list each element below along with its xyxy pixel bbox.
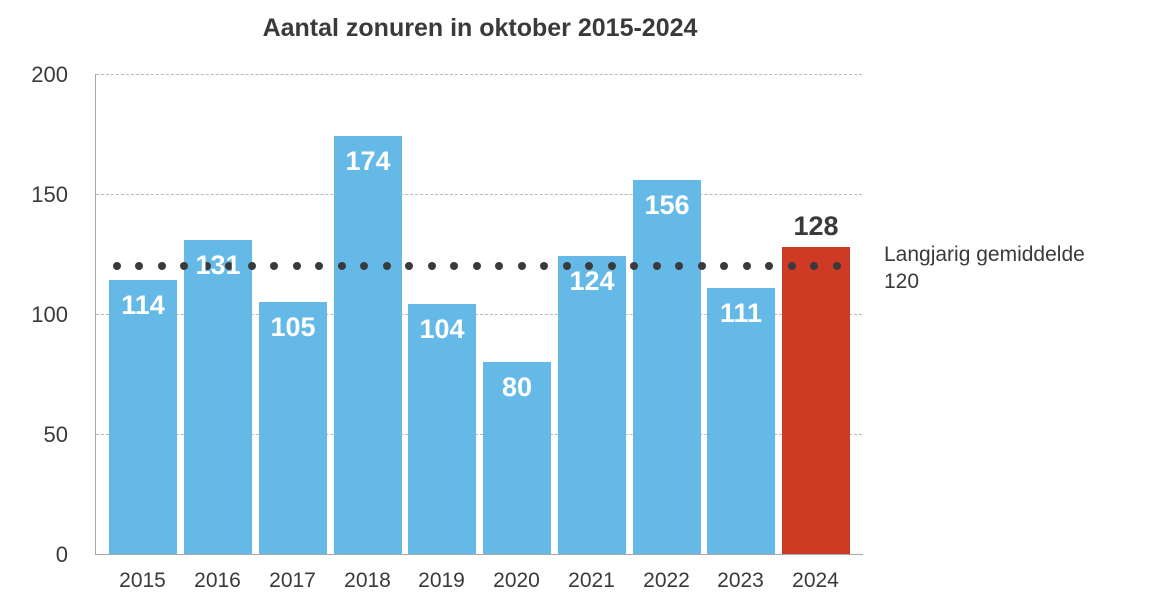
avg-dot xyxy=(540,262,548,270)
x-label-2016: 2016 xyxy=(194,569,241,592)
gridline-100 xyxy=(96,314,862,315)
avg-dot xyxy=(495,262,503,270)
avg-dot xyxy=(360,262,368,270)
x-label-2020: 2020 xyxy=(493,569,540,592)
average-annotation: Langjarig gemiddelde 120 xyxy=(884,241,1085,295)
value-label-2022: 156 xyxy=(644,190,690,220)
avg-dot xyxy=(383,262,391,270)
average-label-value: 120 xyxy=(884,270,920,293)
bar-2021 xyxy=(558,256,626,554)
value-label-2019: 104 xyxy=(419,314,465,344)
y-tick-150: 150 xyxy=(31,182,68,207)
x-label-2024: 2024 xyxy=(792,569,839,592)
x-axis-line xyxy=(95,554,863,555)
x-label-2017: 2017 xyxy=(269,569,316,592)
x-label-2022: 2022 xyxy=(643,569,690,592)
x-label-2023: 2023 xyxy=(717,569,764,592)
avg-dot xyxy=(833,262,841,270)
avg-dot xyxy=(743,262,751,270)
avg-dot xyxy=(653,262,661,270)
avg-dot xyxy=(113,262,121,270)
bar-2020 xyxy=(483,362,551,554)
avg-dot xyxy=(270,262,278,270)
avg-dot xyxy=(585,262,593,270)
y-tick-50: 50 xyxy=(43,422,68,447)
avg-dot xyxy=(698,262,706,270)
gridline-150 xyxy=(96,194,862,195)
avg-dot xyxy=(338,262,346,270)
value-label-2024: 128 xyxy=(793,211,839,241)
avg-dot xyxy=(158,262,166,270)
average-label-text: Langjarig gemiddelde xyxy=(884,243,1085,266)
avg-dot xyxy=(675,262,683,270)
avg-dot xyxy=(225,262,233,270)
value-label-2023: 111 xyxy=(719,298,763,328)
y-tick-200: 200 xyxy=(31,62,68,87)
avg-dot xyxy=(630,262,638,270)
avg-dot xyxy=(788,262,796,270)
bar-2019 xyxy=(408,304,476,554)
avg-dot xyxy=(248,262,256,270)
avg-dot xyxy=(608,262,616,270)
gridline-50 xyxy=(96,434,862,435)
bar-2022 xyxy=(633,180,701,554)
x-label-2018: 2018 xyxy=(344,569,391,592)
bar-2017 xyxy=(259,302,327,554)
chart-title: Aantal zonuren in oktober 2015-2024 xyxy=(262,14,698,42)
x-label-2019: 2019 xyxy=(418,569,465,592)
avg-dot xyxy=(810,262,818,270)
y-tick-100: 100 xyxy=(31,302,68,327)
avg-dot xyxy=(135,262,143,270)
avg-dot xyxy=(293,262,301,270)
value-label-2016: 131 xyxy=(195,250,241,280)
x-label-2015: 2015 xyxy=(119,569,166,592)
avg-dot xyxy=(405,262,413,270)
avg-dot xyxy=(450,262,458,270)
value-label-2018: 174 xyxy=(345,146,391,176)
value-label-2017: 105 xyxy=(270,312,316,342)
avg-dot xyxy=(428,262,436,270)
bar-2024-highlight xyxy=(782,247,850,554)
avg-dot xyxy=(473,262,481,270)
y-axis-line xyxy=(95,74,96,555)
value-label-2015: 114 xyxy=(121,290,165,320)
avg-dot xyxy=(518,262,526,270)
avg-dot xyxy=(720,262,728,270)
avg-dot xyxy=(180,262,188,270)
value-label-2020: 80 xyxy=(501,372,533,402)
avg-dot xyxy=(203,262,211,270)
gridline-200 xyxy=(96,74,862,75)
avg-dot xyxy=(315,262,323,270)
bar-2018 xyxy=(334,136,402,554)
bar-2015 xyxy=(109,280,177,554)
bar-2016 xyxy=(184,240,252,554)
x-label-2021: 2021 xyxy=(568,569,615,592)
bar-2023 xyxy=(707,288,775,554)
y-tick-0: 0 xyxy=(55,542,68,567)
avg-dot xyxy=(563,262,571,270)
value-label-2021: 124 xyxy=(569,266,615,296)
avg-dot xyxy=(765,262,773,270)
